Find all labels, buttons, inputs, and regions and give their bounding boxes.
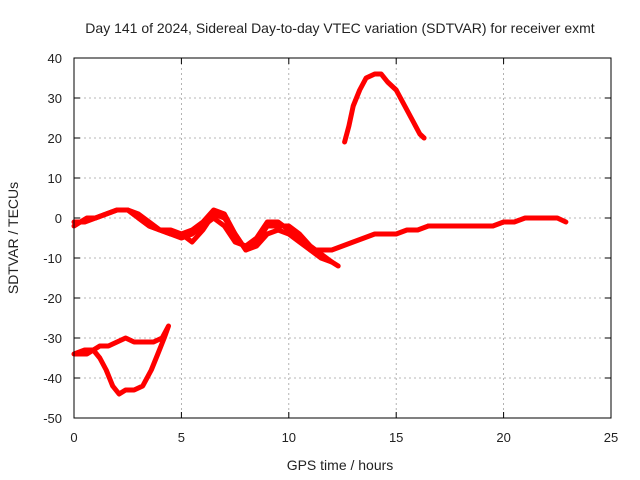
y-tick-label: -10 xyxy=(43,251,62,266)
chart-title: Day 141 of 2024, Sidereal Day-to-day VTE… xyxy=(85,20,594,36)
y-tick-label: 40 xyxy=(48,51,62,66)
y-tick-label: -30 xyxy=(43,331,62,346)
x-tick-label: 10 xyxy=(282,430,296,445)
y-tick-label: 10 xyxy=(48,171,62,186)
y-tick-label: -40 xyxy=(43,371,62,386)
y-tick-label: 30 xyxy=(48,91,62,106)
series-line-track-c xyxy=(135,207,431,253)
x-tick-label: 25 xyxy=(604,430,618,445)
y-tick-label: -20 xyxy=(43,291,62,306)
x-tick-label: 5 xyxy=(178,430,185,445)
y-tick-label: 20 xyxy=(48,131,62,146)
y-axis-title: SDTVAR / TECUs xyxy=(5,182,21,294)
series-line-arc xyxy=(342,71,427,145)
y-tick-label: -50 xyxy=(43,411,62,426)
series-layer xyxy=(71,71,569,397)
series-line-loop xyxy=(71,323,171,397)
x-tick-label: 0 xyxy=(70,430,77,445)
series-line-track-d xyxy=(425,215,569,229)
x-tick-label: 20 xyxy=(496,430,510,445)
x-axis-title: GPS time / hours xyxy=(287,457,394,473)
plot-frame xyxy=(73,57,612,419)
y-tick-label: 0 xyxy=(55,211,62,226)
series-line-track-b xyxy=(71,207,341,269)
x-tick-label: 15 xyxy=(389,430,403,445)
tick-layer: 0 5 10 15 20 25 -50 -40 -30 -20 -10 0 10 20 30 40 xyxy=(43,51,618,445)
